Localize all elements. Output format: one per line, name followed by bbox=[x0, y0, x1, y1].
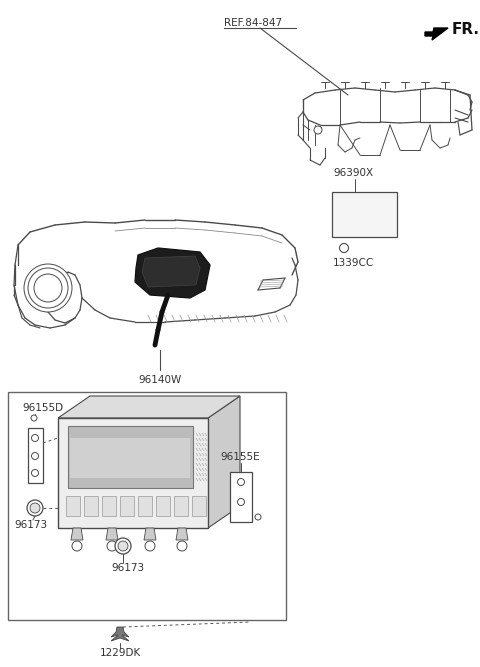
Circle shape bbox=[24, 264, 72, 312]
Bar bbox=[68, 426, 193, 488]
Polygon shape bbox=[208, 396, 240, 528]
Bar bbox=[192, 496, 206, 516]
Bar bbox=[174, 496, 188, 516]
Polygon shape bbox=[71, 528, 83, 540]
Text: 96140W: 96140W bbox=[138, 375, 181, 385]
Polygon shape bbox=[111, 627, 129, 641]
Bar bbox=[138, 496, 152, 516]
Polygon shape bbox=[176, 528, 188, 540]
Circle shape bbox=[107, 541, 117, 551]
Circle shape bbox=[27, 500, 43, 516]
Text: 1339CC: 1339CC bbox=[333, 258, 374, 268]
Polygon shape bbox=[106, 528, 118, 540]
Text: 1229DK: 1229DK bbox=[100, 648, 141, 658]
Bar bbox=[156, 496, 170, 516]
Polygon shape bbox=[425, 28, 448, 40]
Polygon shape bbox=[144, 528, 156, 540]
Bar bbox=[230, 472, 252, 522]
Text: 96155E: 96155E bbox=[220, 452, 260, 462]
Circle shape bbox=[32, 434, 38, 442]
Bar bbox=[70, 438, 190, 478]
Bar bbox=[102, 496, 116, 516]
Text: 96173: 96173 bbox=[14, 520, 47, 530]
Bar bbox=[120, 496, 134, 516]
Circle shape bbox=[118, 541, 128, 551]
Text: FR.: FR. bbox=[452, 22, 480, 37]
Circle shape bbox=[31, 415, 37, 421]
Polygon shape bbox=[142, 256, 200, 287]
Circle shape bbox=[339, 243, 348, 253]
Circle shape bbox=[28, 268, 68, 308]
Polygon shape bbox=[58, 396, 240, 418]
Text: 96390X: 96390X bbox=[333, 168, 373, 178]
Circle shape bbox=[238, 498, 244, 506]
Bar bbox=[58, 418, 208, 528]
Circle shape bbox=[30, 503, 40, 513]
Text: REF.84-847: REF.84-847 bbox=[224, 18, 282, 28]
Circle shape bbox=[177, 541, 187, 551]
Circle shape bbox=[34, 274, 62, 302]
Bar bbox=[332, 192, 397, 237]
Circle shape bbox=[238, 478, 244, 486]
Circle shape bbox=[255, 514, 261, 520]
Bar bbox=[28, 428, 43, 483]
Circle shape bbox=[145, 541, 155, 551]
Circle shape bbox=[32, 452, 38, 460]
Circle shape bbox=[72, 541, 82, 551]
Bar bbox=[66, 496, 80, 516]
Circle shape bbox=[115, 538, 131, 554]
Bar bbox=[8, 392, 286, 620]
Polygon shape bbox=[135, 248, 210, 298]
Circle shape bbox=[32, 470, 38, 476]
Circle shape bbox=[314, 126, 322, 134]
Text: 96155D: 96155D bbox=[22, 403, 63, 413]
Bar bbox=[84, 496, 98, 516]
Text: 96173: 96173 bbox=[111, 563, 144, 573]
